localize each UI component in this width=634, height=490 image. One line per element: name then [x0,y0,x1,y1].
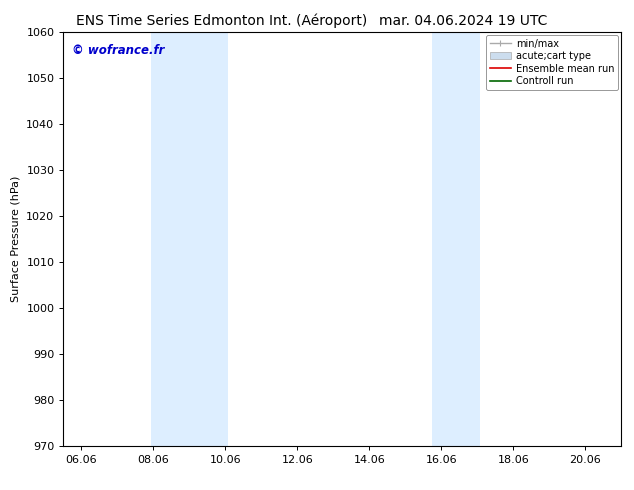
Text: © wofrance.fr: © wofrance.fr [72,44,164,57]
Text: mar. 04.06.2024 19 UTC: mar. 04.06.2024 19 UTC [378,14,547,28]
Legend: min/max, acute;cart type, Ensemble mean run, Controll run: min/max, acute;cart type, Ensemble mean … [486,35,618,90]
Text: ENS Time Series Edmonton Int. (Aéroport): ENS Time Series Edmonton Int. (Aéroport) [76,14,368,28]
Bar [432,32,480,446]
Y-axis label: Surface Pressure (hPa): Surface Pressure (hPa) [11,176,21,302]
Bar [150,32,228,446]
